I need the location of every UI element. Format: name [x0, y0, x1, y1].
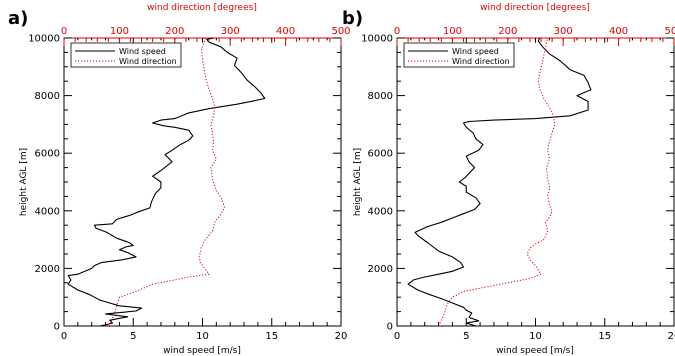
x-tick-label: 15 [598, 331, 611, 342]
top-axis-title: wind direction [degrees] [147, 3, 257, 13]
legend-speed-label: Wind speed [119, 47, 166, 56]
x-tick-label: 15 [265, 331, 278, 342]
legend: Wind speed Wind direction [70, 42, 182, 68]
y-tick-label: 8000 [368, 91, 393, 102]
wind-speed-series [407, 37, 592, 327]
legend-direction-label: Wind direction [452, 57, 510, 66]
y-tick-label: 4000 [35, 206, 60, 217]
legend-speed-label: Wind speed [452, 47, 499, 56]
x-axis-title: wind speed [m/s] [496, 346, 574, 356]
wind-speed-line [67, 37, 266, 327]
top-tick-label: 300 [221, 26, 240, 37]
tick-marks [63, 37, 342, 327]
legend-direction-label: Wind direction [119, 57, 177, 66]
y-tick-label: 6000 [35, 149, 60, 160]
top-tick-label: 0 [61, 26, 67, 37]
x-tick-label: 5 [463, 331, 469, 342]
y-axis-title: height AGL [m] [19, 148, 29, 216]
y-axis-title: height AGL [m] [353, 148, 363, 216]
top-tick-label: 200 [498, 26, 517, 37]
panel-a: a) 0 5 10 15 200 100 200 300 400 5000200040006000… [8, 3, 351, 356]
top-tick-label: 300 [554, 26, 573, 37]
top-axis-title: wind direction [degrees] [480, 3, 590, 13]
x-tick-label: 20 [335, 331, 348, 342]
wind-speed-line [407, 37, 592, 327]
x-tick-label: 5 [130, 331, 136, 342]
y-tick-label: 4000 [368, 206, 393, 217]
wind-speed-series [67, 37, 266, 327]
legend: Wind speed Wind direction [403, 42, 515, 68]
wind-direction-line [107, 37, 226, 327]
top-tick-label: 400 [609, 26, 628, 37]
top-tick-label: 200 [165, 26, 184, 37]
top-tick-label: 400 [276, 26, 295, 37]
x-tick-label: 10 [196, 331, 209, 342]
y-tick-label: 0 [387, 322, 393, 333]
y-tick-label: 8000 [35, 91, 60, 102]
x-tick-label: 20 [668, 331, 675, 342]
x-tick-label: 0 [394, 331, 400, 342]
wind-direction-series [107, 37, 226, 327]
wind-direction-series [438, 37, 556, 327]
y-tick-label: 10000 [361, 34, 393, 45]
legend-box [70, 42, 182, 68]
y-tick-label: 2000 [368, 264, 393, 275]
tick-labels: 0510152001002003004005000200040006000800… [361, 26, 675, 342]
x-tick-label: 0 [61, 331, 67, 342]
top-tick-label: 500 [664, 26, 675, 37]
y-tick-label: 0 [54, 322, 60, 333]
y-tick-label: 10000 [28, 34, 60, 45]
y-tick-label: 2000 [35, 264, 60, 275]
top-tick-label: 100 [110, 26, 129, 37]
panel-label: b) [342, 8, 363, 29]
legend-box [403, 42, 515, 68]
tick-marks [396, 37, 675, 327]
panel-b: b) 0510152001002003004005000200040006000… [342, 3, 675, 356]
panel-label: a) [8, 8, 28, 29]
x-tick-label: 10 [529, 331, 542, 342]
wind-direction-line [438, 37, 556, 327]
top-tick-label: 0 [394, 26, 400, 37]
y-tick-label: 6000 [368, 149, 393, 160]
x-axis-title: wind speed [m/s] [163, 346, 241, 356]
top-tick-label: 100 [443, 26, 462, 37]
top-tick-label: 500 [331, 26, 350, 37]
